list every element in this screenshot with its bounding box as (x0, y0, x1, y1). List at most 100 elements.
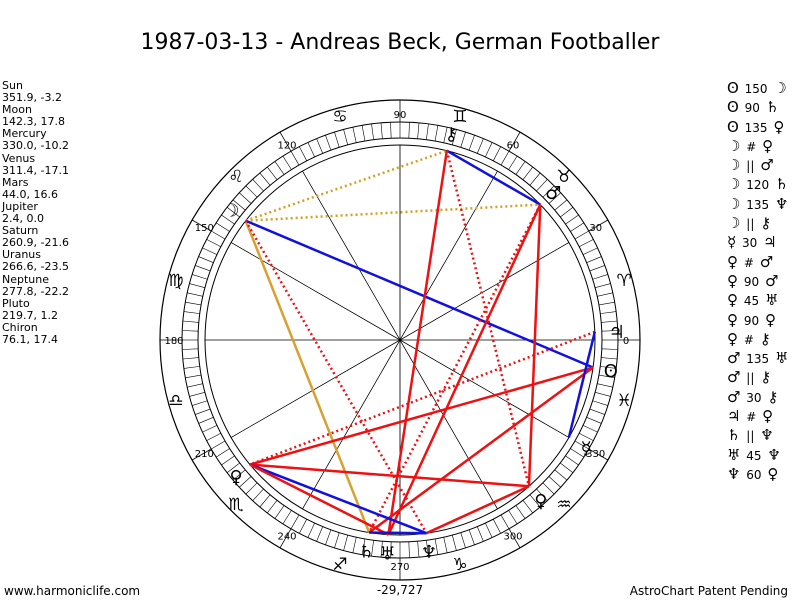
aspect-planet-b: ♆ (767, 445, 781, 464)
aspect-planet-a: ♀ (727, 252, 738, 271)
degree-tick (361, 125, 366, 142)
aspect-line (527, 204, 542, 487)
degree-tick (252, 488, 264, 501)
aspect-row: ♆ 60 ♀ (727, 465, 788, 484)
planet-name: Venus (2, 151, 36, 165)
aspect-row: ☽ 120 ♄ (727, 175, 788, 194)
sign-divider (508, 528, 521, 549)
aspect-row: ♀ 90 ♀ (727, 311, 788, 330)
degree-tick (195, 265, 211, 272)
aspect-planet-b: ⚷ (760, 368, 772, 387)
bottom-annotation: -29,727 (377, 583, 423, 597)
degree-tick (468, 135, 475, 151)
degree-tick (316, 526, 323, 542)
aspect-planet-a: ♂ (727, 349, 741, 368)
degree-tick (182, 348, 199, 350)
degree-tick (565, 455, 579, 466)
degree-tick (508, 155, 518, 170)
aspect-planet-a: ♀ (727, 329, 738, 348)
degree-label: 300 (503, 532, 522, 543)
degree-tick (191, 400, 208, 406)
aspect-planet-b: ♀ (773, 117, 785, 136)
aspect-row: ♂ || ⚷ (727, 368, 788, 387)
aspect-line (387, 204, 542, 536)
degree-tick (515, 505, 526, 519)
aspect-line (369, 531, 427, 535)
aspect-value: # (746, 410, 757, 425)
degree-tick (380, 122, 383, 139)
aspect-planet-a: ʘ (727, 117, 739, 136)
planet-glyph-saturn: ♄ (358, 541, 374, 562)
degree-tick (548, 192, 561, 204)
aspect-row: ☽ # ♀ (727, 137, 788, 156)
aspect-planet-a: ☿ (727, 233, 737, 252)
website-link[interactable]: www.harmoniclife.com (4, 584, 141, 598)
aspect-line (249, 463, 427, 535)
sign-divider (588, 448, 609, 461)
aspect-value: 135 (746, 352, 770, 367)
aspect-line (567, 331, 597, 438)
aspect-line (445, 150, 531, 487)
planet-name: Chiron (2, 320, 38, 334)
degree-tick (195, 408, 211, 415)
planet-glyph-uranus: ♅ (379, 544, 395, 565)
degree-tick (451, 535, 457, 551)
degree-tick (282, 510, 292, 525)
degree-tick (325, 529, 332, 545)
degree-tick (352, 127, 357, 143)
zodiac-sign-glyph: ♊ (452, 107, 467, 127)
degree-tick (259, 494, 271, 508)
degree-tick (589, 265, 605, 272)
aspect-planet-a: ♆ (727, 464, 741, 483)
aspect-line (245, 219, 594, 369)
degree-tick (380, 541, 383, 558)
aspect-planet-b: ⚷ (759, 329, 771, 348)
sign-divider (191, 448, 212, 461)
degree-tick (582, 425, 598, 433)
degree-tick (477, 526, 484, 542)
aspect-value: 90 (744, 101, 760, 116)
degree-label: 120 (277, 140, 296, 151)
degree-tick (352, 537, 357, 553)
aspect-planet-b: ♂ (760, 156, 774, 175)
sign-spoke (230, 242, 570, 438)
degree-tick (554, 469, 568, 481)
degree-tick (522, 500, 533, 514)
degree-tick (267, 166, 278, 180)
aspect-planet-b: ♀ (762, 407, 774, 426)
aspect-row: ♂ 30 ⚷ (727, 388, 788, 407)
degree-tick (252, 179, 264, 192)
aspect-planet-a: ☽ (727, 136, 741, 155)
zodiac-sign-glyph: ♓ (616, 391, 631, 411)
degree-tick (460, 532, 466, 549)
planet-glyph-mars: ♂ (545, 183, 561, 204)
degree-tick (426, 540, 429, 557)
degree-tick (182, 330, 199, 332)
planet-position: 76.1, 17.4 (2, 332, 58, 346)
aspect-planet-a: ☽ (727, 175, 741, 194)
degree-tick (206, 433, 221, 441)
planet-glyph-moon: ☽ (223, 201, 239, 222)
zodiac-sign-glyph: ♉ (556, 167, 571, 187)
degree-tick (574, 230, 589, 240)
aspect-value: 45 (746, 448, 762, 463)
degree-tick (274, 161, 285, 175)
degree-label: 30 (589, 223, 602, 234)
planet-position: 351.9, -3.2 (2, 91, 62, 105)
aspect-line (245, 149, 448, 222)
degree-label: 150 (195, 223, 214, 234)
degree-tick (595, 283, 611, 289)
planet-position: 2.4, 0.0 (2, 212, 44, 226)
aspect-list: ʘ 150 ☽ ʘ 90 ♄ ʘ 135 ♀ ☽ # ♀ ☽ || ♂ ☽ 120 ♄ ☽ … (727, 79, 788, 484)
aspect-planet-a: ♂ (727, 368, 741, 387)
degree-tick (601, 320, 618, 323)
degree-tick (500, 514, 510, 529)
planet-position: 311.4, -17.1 (2, 163, 69, 177)
degree-tick (211, 440, 226, 450)
degree-tick (485, 522, 493, 538)
degree-tick (589, 408, 605, 415)
aspect-line (249, 330, 596, 466)
degree-tick (183, 311, 200, 314)
aspect-planet-a: ♅ (727, 445, 741, 464)
planet-name: Neptune (2, 272, 50, 286)
